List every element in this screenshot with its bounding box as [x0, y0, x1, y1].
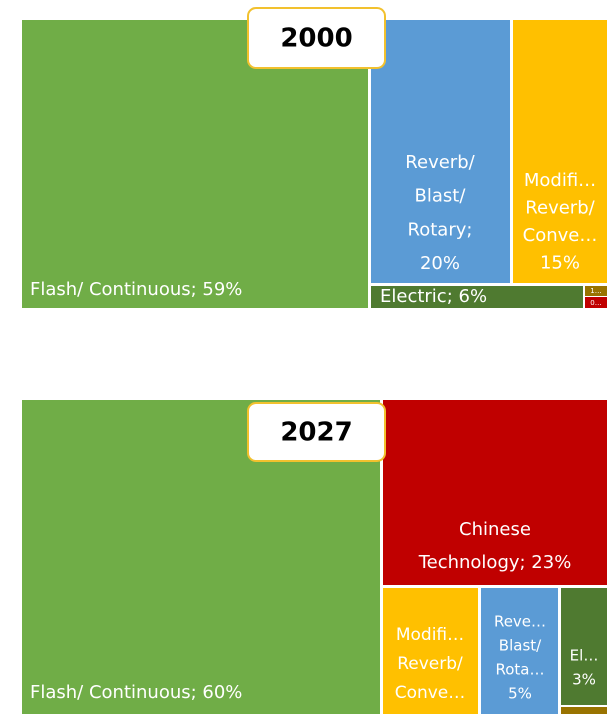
tile	[513, 20, 607, 283]
tile	[481, 588, 558, 714]
tile-label: Conve…	[395, 683, 466, 703]
tile	[561, 707, 607, 714]
title-box	[247, 402, 386, 462]
tile	[383, 400, 607, 585]
tile-label: El…	[570, 647, 599, 665]
tile-label: Reverb/	[525, 198, 595, 219]
tile-label: Chinese	[459, 519, 531, 540]
tile-label: Rotary;	[408, 219, 473, 240]
tile-label: Blast/	[415, 186, 467, 207]
tile-label: Technology; 23%	[418, 552, 572, 573]
tile	[383, 588, 478, 714]
tile	[585, 297, 607, 308]
tile	[371, 286, 583, 308]
tile	[585, 286, 607, 296]
chart-title: 2000	[280, 24, 352, 54]
tile	[371, 20, 510, 283]
tile-label: Rota…	[496, 661, 545, 679]
tile-label: Conve…	[523, 225, 598, 246]
tile-label: 20%	[420, 253, 460, 274]
tile-label: 5%	[508, 685, 532, 703]
tile-label: Reverb/	[397, 654, 463, 674]
tile-label: Flash/ Continuous; 60%	[30, 682, 242, 703]
tile-label: Blast/	[499, 637, 542, 655]
tile-label: Modifi…	[524, 170, 596, 191]
chart-title: 2027	[280, 418, 352, 448]
tile	[561, 588, 607, 705]
tile-label: Flash/ Continuous; 59%	[30, 279, 242, 300]
tile-label: 1…	[590, 287, 601, 295]
tile-label: Reverb/	[405, 152, 475, 173]
title-box	[247, 7, 386, 69]
tile-label: 0…	[590, 299, 601, 307]
tile-label: 15%	[540, 253, 580, 274]
tile-label: Electric; 6%	[380, 286, 487, 307]
tile-label: 3%	[572, 671, 596, 689]
tile-label: Reve…	[494, 613, 546, 631]
tile-label: Modifi…	[396, 625, 464, 645]
